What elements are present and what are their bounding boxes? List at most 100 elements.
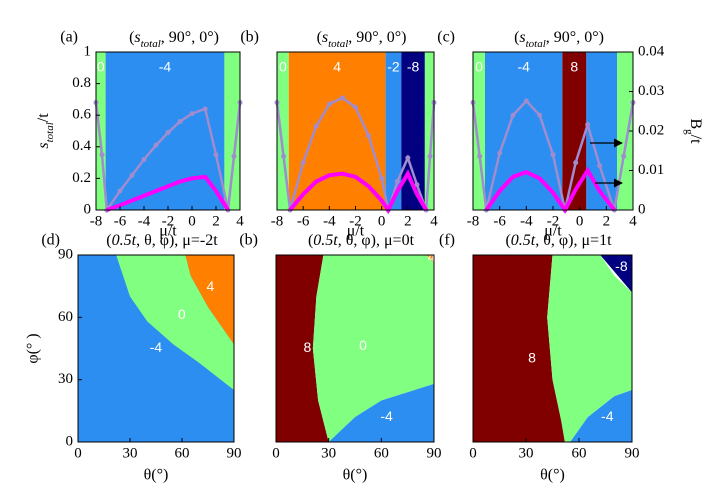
- region-label: 0: [97, 59, 105, 75]
- plot-frame: [472, 254, 633, 443]
- x-tick-label: -8: [271, 213, 284, 229]
- panel-title: (0.5t, θ, φ), μ=1t: [505, 232, 612, 249]
- panel-title-part: (: [129, 29, 134, 46]
- panel-label: (a): [60, 29, 78, 46]
- region-label: -4: [517, 59, 530, 75]
- region-label: 0: [178, 306, 186, 322]
- region-label: 0: [475, 59, 483, 75]
- point: [326, 101, 332, 107]
- phase-region: [312, 255, 434, 442]
- x-tick-label: 0: [378, 213, 386, 229]
- panel-title: (0.5t, θ, φ), μ=-2t: [106, 232, 218, 249]
- point: [339, 95, 345, 101]
- point: [621, 153, 627, 159]
- point: [213, 152, 219, 158]
- panel-title: (stotal, 90°, 0°): [514, 29, 604, 50]
- point: [550, 152, 556, 158]
- phase-region: [600, 255, 632, 293]
- x-tick-label: 2: [603, 213, 611, 229]
- panel-label: (b): [240, 29, 259, 46]
- y2-axis-label-part: g: [683, 129, 695, 135]
- point: [573, 160, 579, 166]
- phase-region: [547, 255, 632, 442]
- x-tick-label: -8: [90, 213, 103, 229]
- y-axis-label-part: total: [44, 122, 56, 142]
- panel-title-part: total: [328, 38, 348, 50]
- phase-region: [385, 52, 402, 210]
- x-tick-label: 0: [576, 213, 584, 229]
- point: [394, 179, 400, 185]
- x-tick-label: -4: [323, 213, 336, 229]
- plots: 0 -4-8 -6 -4 -2 0 2 400.20.40.60.81(a) (stotal, …: [25, 29, 705, 484]
- x-tick-label: -2: [162, 213, 175, 229]
- x-tick-label: -2: [547, 213, 560, 229]
- plot-frame: [77, 254, 235, 443]
- region-label: 8: [528, 350, 536, 366]
- phase-region: [96, 52, 106, 210]
- point: [414, 182, 420, 188]
- region-label: 4: [207, 278, 215, 294]
- panel-title-part: total: [526, 38, 546, 50]
- x-tick-label: -6: [297, 213, 310, 229]
- y2-tick-label: 0: [638, 201, 646, 217]
- point: [117, 188, 123, 194]
- phase-region: [288, 52, 386, 210]
- panel-title: (stotal, 90°, 0°): [129, 29, 219, 50]
- x-axis-label: μ/t: [544, 223, 562, 240]
- phase-region: [562, 52, 587, 210]
- panel-title: (stotal, 90°, 0°): [317, 29, 407, 50]
- x-tick-label: -4: [138, 213, 151, 229]
- region-label: -8: [407, 59, 420, 75]
- point: [141, 156, 147, 162]
- point: [523, 98, 529, 104]
- point: [231, 153, 237, 159]
- point: [405, 155, 411, 161]
- x-tick-label: 4: [629, 213, 637, 229]
- point: [281, 153, 287, 159]
- phase-region: [424, 52, 434, 210]
- panel-title-part: , θ, φ), μ=-2t: [136, 232, 218, 249]
- phase-region: [276, 255, 329, 442]
- x-tick-label: 4: [430, 213, 438, 229]
- panel-label: (f): [439, 232, 455, 249]
- x-tick-label: 90: [625, 445, 640, 461]
- x-tick-label: 2: [404, 213, 412, 229]
- x-tick-label: 60: [572, 445, 587, 461]
- x-axis-label: μ/t: [347, 223, 365, 240]
- y2-axis-label-part: /t: [687, 135, 704, 144]
- phase-region: [426, 255, 434, 264]
- panel-title-part: 0.5t: [313, 232, 338, 249]
- arrows: [590, 138, 623, 188]
- phase-region: [586, 52, 617, 210]
- point: [477, 153, 483, 159]
- point: [497, 150, 503, 156]
- region-label: 8: [570, 59, 578, 75]
- x-tick-label: 60: [175, 445, 190, 461]
- x-tick-label: -2: [349, 213, 362, 229]
- region-label: -2: [387, 59, 400, 75]
- y2-tick-label: 0.01: [638, 162, 664, 178]
- y-tick-label: 0.6: [72, 107, 91, 123]
- point: [202, 106, 208, 112]
- y-tick-label: 0.2: [72, 170, 91, 186]
- y-tick-label: 30: [58, 371, 73, 387]
- x-axis-label: μ/t: [159, 223, 177, 240]
- point: [99, 152, 105, 158]
- point: [353, 104, 358, 110]
- region-label: -4: [159, 59, 172, 75]
- curve: [106, 174, 230, 212]
- panel-title-part: 0.5t: [112, 232, 137, 249]
- region-label: -4: [150, 339, 163, 355]
- y-tick-label: 0: [66, 433, 74, 449]
- y-tick-label: 60: [58, 309, 73, 325]
- panel-title-part: s: [322, 29, 328, 46]
- phase-region: [185, 255, 234, 345]
- y2-tick-label: 0.04: [638, 43, 665, 59]
- point: [366, 133, 372, 139]
- region-label: 0: [279, 59, 287, 75]
- y-tick-label: 0.8: [72, 75, 91, 91]
- region-label: 0: [359, 337, 367, 353]
- point: [427, 153, 433, 159]
- x-axis-label: θ(°): [540, 467, 565, 484]
